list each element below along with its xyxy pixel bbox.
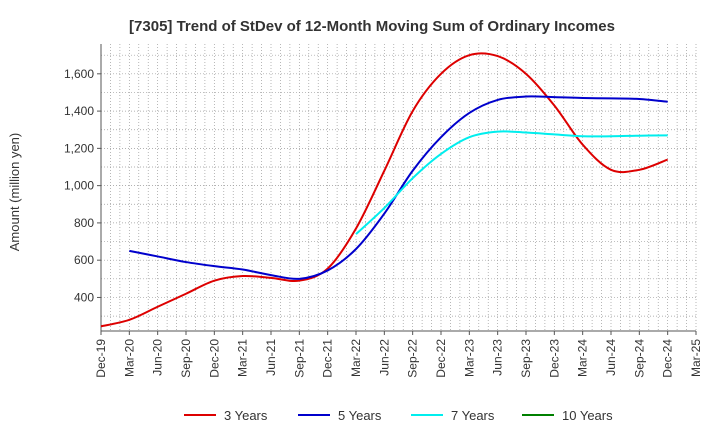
x-tick-label: Mar-22 [349,339,363,377]
y-tick-label: 1,000 [64,179,94,193]
legend-label-7-years: 7 Years [451,408,495,423]
x-tick-label: Jun-23 [491,339,505,376]
plot-area [101,44,696,331]
grid [100,44,697,331]
x-tick-label: Mar-21 [236,339,250,377]
x-tick-label: Mar-24 [576,339,590,377]
x-tick-label: Dec-24 [661,339,675,378]
x-tick-label: Dec-23 [547,339,561,378]
x-tick-label: Jun-20 [151,339,165,376]
x-tick-label: Mar-20 [122,339,136,377]
series-line-7-years [355,130,668,235]
x-tick-label: Sep-20 [179,339,193,378]
x-tick-label: Dec-22 [434,339,448,378]
x-tick-label: Sep-21 [292,339,306,378]
x-tick-label: Dec-21 [321,339,335,378]
legend-label-10-years: 10 Years [562,408,613,423]
series-lines [100,52,669,328]
legend-label-3-years: 3 Years [224,408,268,423]
x-tick-label: Dec-19 [94,339,108,378]
y-tick-label: 1,400 [64,104,94,118]
x-tick-label: Jun-21 [264,339,278,376]
series-line-3-years [100,52,669,328]
y-tick-label: 1,200 [64,141,94,155]
x-tick-label: Sep-24 [632,339,646,378]
legend-label-5-years: 5 Years [338,408,382,423]
x-tick-label: Mar-25 [689,339,703,377]
x-tick-label: Mar-23 [462,339,476,377]
legend: 3 Years 5 Years 7 Years 10 Years [184,408,613,423]
chart-title: [7305] Trend of StDev of 12-Month Moving… [129,18,615,35]
x-axis-ticks: Dec-19 Mar-20 Jun-20 Sep-20 Dec-20 Mar-21 Jun-… [94,331,703,378]
x-tick-label: Sep-22 [406,339,420,378]
y-tick-label: 1,600 [64,67,94,81]
x-tick-label: Jun-22 [377,339,391,376]
y-tick-label: 400 [74,290,94,304]
y-axis-ticks: 400 600 800 1,000 1,200 1,400 1,600 [64,67,101,304]
x-tick-label: Dec-20 [207,339,221,378]
x-tick-label: Sep-23 [519,339,533,378]
y-tick-label: 600 [74,253,94,267]
y-tick-label: 800 [74,216,94,230]
y-axis-label: Amount (million yen) [7,133,22,252]
x-tick-label: Jun-24 [604,339,618,376]
